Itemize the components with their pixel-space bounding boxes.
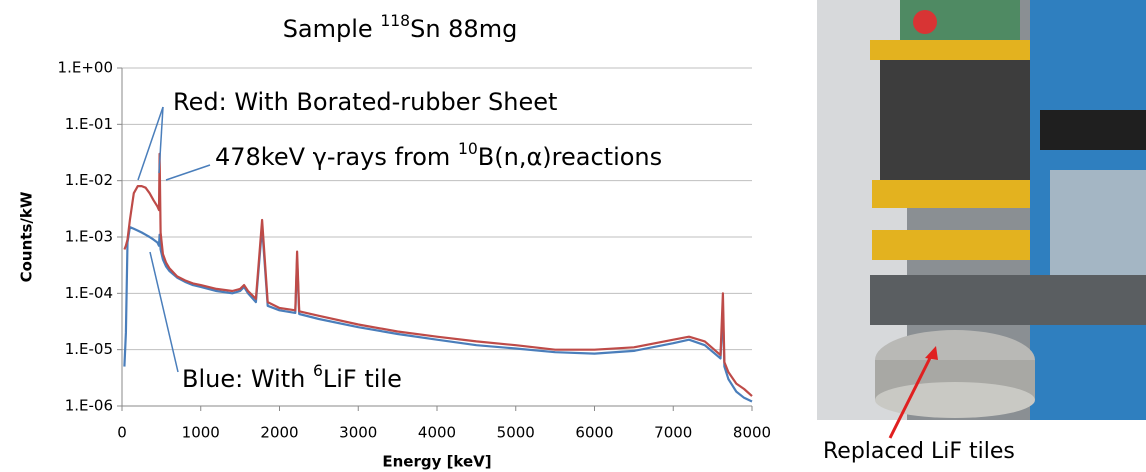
plot-area: 1.E+00 1.E-01 1.E-02 1.E-03 1.E-04 1.E-05 1.E-… bbox=[58, 59, 772, 442]
annotation-arrow bbox=[149, 251, 179, 373]
y-tick-label: 1.E-01 bbox=[65, 115, 113, 133]
x-tick-label: 7000 bbox=[654, 424, 692, 442]
annotation: 478keV γ-rays from 10B(n,α)reactions bbox=[215, 140, 662, 172]
text-segment: γ bbox=[313, 143, 327, 171]
text-segment: Red: With Borated-rubber Sheet bbox=[173, 88, 557, 116]
x-tick-label: 6000 bbox=[575, 424, 613, 442]
x-tick-label: 3000 bbox=[339, 424, 377, 442]
photo bbox=[817, 0, 1146, 420]
y-tick-label: 1.E-04 bbox=[65, 284, 113, 302]
caption-arrow bbox=[888, 351, 935, 439]
annotation: Red: With Borated-rubber Sheet bbox=[173, 88, 557, 116]
x-tick-label: 2000 bbox=[260, 424, 298, 442]
chart-title: Sample 118Sn 88mg bbox=[283, 12, 518, 44]
text-segment: B(n, bbox=[478, 143, 527, 171]
y-tick-label: 1.E-02 bbox=[65, 171, 113, 189]
annotation-arrow bbox=[137, 106, 164, 181]
x-axis-label: Energy [keV] bbox=[382, 453, 491, 471]
text-segment: α bbox=[526, 143, 542, 171]
text-segment: 10 bbox=[458, 140, 478, 158]
photo-caption: Replaced LiF tiles bbox=[823, 439, 1015, 464]
x-tick-label: 8000 bbox=[733, 424, 771, 442]
y-tick-label: 1.E-06 bbox=[65, 397, 113, 415]
annotation: Blue: With 6LiF tile bbox=[182, 362, 402, 394]
spectrum-line bbox=[123, 152, 753, 397]
y-tick-label: 1.E-03 bbox=[65, 228, 113, 246]
text-segment: 118 bbox=[380, 12, 410, 30]
y-tick-label: 1.E-05 bbox=[65, 340, 113, 358]
x-tick-label: 0 bbox=[117, 424, 127, 442]
text-segment: 478keV bbox=[215, 143, 313, 171]
text-segment: Sn 88mg bbox=[410, 15, 517, 43]
caption-arrowhead bbox=[925, 346, 938, 360]
x-tick-label: 4000 bbox=[418, 424, 456, 442]
text-segment: 6 bbox=[313, 362, 323, 380]
text-segment: Blue: With bbox=[182, 365, 313, 393]
text-segment: -rays from bbox=[327, 143, 458, 171]
spectrum-line bbox=[123, 226, 753, 403]
annotation-arrow bbox=[158, 106, 164, 174]
text-segment: Sample bbox=[283, 15, 381, 43]
y-tick-label: 1.E+00 bbox=[58, 59, 113, 77]
annotation-arrow bbox=[165, 164, 211, 181]
text-segment: )reactions bbox=[542, 143, 662, 171]
text-segment: LiF tile bbox=[323, 365, 402, 393]
y-axis-label: Counts/kW bbox=[18, 191, 36, 282]
annotations: Red: With Borated-rubber Sheet 478keV γ-r… bbox=[137, 88, 662, 394]
x-tick-label: 5000 bbox=[497, 424, 535, 442]
x-tick-label: 1000 bbox=[182, 424, 220, 442]
